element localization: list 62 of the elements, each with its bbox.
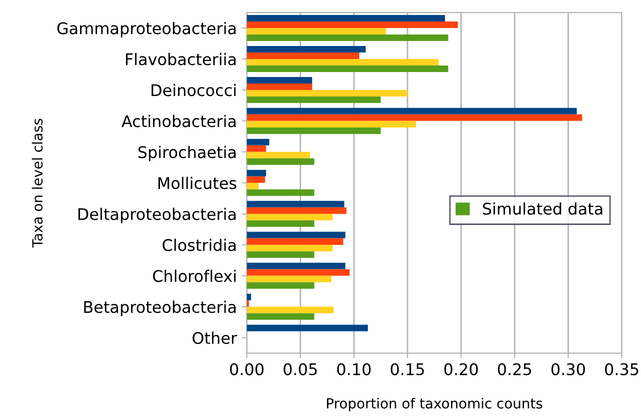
bar [246,232,346,238]
y-tick-label: Clostridia [162,238,236,252]
bar [246,207,346,214]
y-tick-label: Actinobacteria [122,114,236,128]
bar [246,76,312,84]
y-tick-label: Chloroflexi [152,270,236,282]
y-axis-title: Taxa on level class [32,118,43,248]
x-tick-label: 0.20 [444,363,478,376]
bar [246,114,582,121]
bar [246,170,266,176]
x-tick-label: 0.05 [284,363,317,376]
x-tick-label: 0.10 [337,363,371,376]
bar [246,127,381,134]
legend-label: Simulated data [482,202,602,215]
bar [246,120,416,128]
bar [246,138,270,146]
y-tick-label: Gammaproteobacteria [57,22,236,38]
bar [246,28,386,35]
bar [246,15,445,22]
bar [246,96,381,103]
y-tick-label: Deinococci [152,84,236,96]
bar [246,313,314,320]
bar [246,189,314,196]
bar [246,262,346,270]
bar [246,251,314,258]
x-tick-label: 0.00 [230,363,264,376]
x-tick-label: 0.35 [605,363,638,376]
y-tick-label: Mollicutes [158,176,236,190]
bar [246,244,332,252]
bar [246,108,577,114]
bar [246,152,310,158]
bar [246,182,259,190]
bar [246,145,266,152]
bar [246,52,360,59]
bar [246,324,368,332]
x-tick-label: 0.25 [498,363,532,376]
y-tick-label: Other [192,332,238,344]
bar [246,90,408,96]
y-tick-label: Spirochaetia [138,146,236,162]
x-tick-label: 0.15 [390,363,424,376]
bar [246,220,314,227]
bar [246,58,439,66]
bar [246,158,314,165]
bar [246,238,344,245]
bar [246,66,448,72]
bar [246,294,252,300]
x-tick-label: 0.30 [551,363,585,376]
bar [246,214,332,220]
y-tick-label: Flavobacteriia [126,52,236,66]
bar [246,34,448,42]
bar [246,306,334,314]
bar [246,176,265,183]
bar [246,282,314,289]
bar [246,22,458,28]
bar [246,200,344,208]
bar [246,276,332,282]
bar [246,83,312,90]
x-axis-title: Proportion of taxonomic counts [327,398,542,412]
bar [246,46,366,52]
bar [246,269,350,276]
y-tick-label: Deltaproteobacteria [78,208,236,224]
y-tick-label: Betaproteobacteria [84,300,236,316]
